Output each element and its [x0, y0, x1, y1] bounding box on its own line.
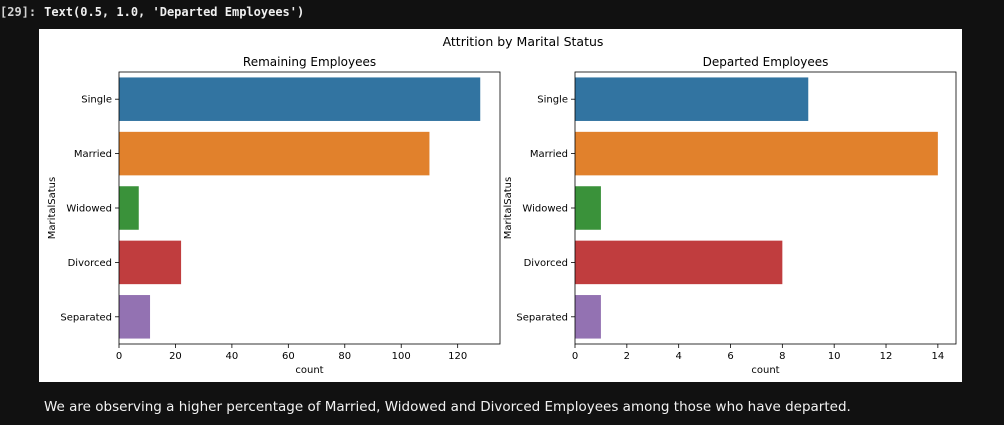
x-tick-label: 8 — [779, 351, 785, 362]
bar-widowed — [575, 186, 601, 230]
axes-title: Departed Employees — [703, 55, 829, 69]
bar-separated — [575, 295, 601, 339]
x-tick-label: 10 — [828, 351, 841, 362]
x-axis-label: count — [751, 365, 779, 376]
axes-frame — [574, 71, 957, 345]
y-tick-label: Widowed — [66, 204, 112, 215]
x-tick-label: 60 — [282, 351, 295, 362]
y-tick-label: Single — [537, 95, 568, 106]
bar-single — [575, 77, 809, 121]
bar-married — [119, 131, 430, 176]
cell-output-prompt: [29]: Text(0.5, 1.0, 'Departed Employees'… — [0, 5, 304, 23]
bar-divorced — [119, 240, 182, 285]
bar-single — [119, 77, 481, 121]
x-tick-label: 12 — [880, 351, 893, 362]
y-tick-label: Widowed — [522, 204, 568, 215]
axes-title: Remaining Employees — [243, 55, 376, 69]
chart-panel-departed: Single Married Widowed Divorced Separated 0 2 4… — [503, 55, 957, 376]
x-tick-label: 100 — [392, 351, 411, 362]
y-tick-label: Married — [74, 149, 112, 160]
y-tick-label: Divorced — [524, 258, 568, 269]
y-tick-label: Divorced — [68, 258, 112, 269]
x-tick-label: 2 — [624, 351, 630, 362]
x-tick-label: 80 — [338, 351, 351, 362]
figure-output: Attrition by Marital Status Single Marrie… — [39, 29, 962, 382]
markdown-cell-text: We are observing a higher percentage of … — [44, 399, 851, 415]
y-tick-label: Single — [81, 95, 112, 106]
output-text: Text(0.5, 1.0, 'Departed Employees') — [44, 5, 305, 19]
x-tick-label: 14 — [931, 351, 944, 362]
x-tick-label: 0 — [116, 351, 122, 362]
y-axis-label: MaritalSatus — [47, 177, 58, 239]
chart-figure: Attrition by Marital Status Single Marrie… — [47, 34, 957, 376]
figure-suptitle: Attrition by Marital Status — [443, 34, 604, 49]
y-tick-label: Separated — [60, 312, 112, 323]
bar-widowed — [119, 186, 139, 230]
y-tick-label: Separated — [516, 312, 568, 323]
x-tick-label: 20 — [169, 351, 182, 362]
bar-separated — [119, 295, 151, 339]
x-axis-label: count — [295, 365, 323, 376]
bar-divorced — [575, 240, 783, 285]
x-tick-label: 6 — [727, 351, 733, 362]
x-tick-label: 4 — [675, 351, 681, 362]
execution-count: [29]: — [0, 5, 37, 19]
y-tick-label: Married — [530, 149, 568, 160]
x-tick-label: 0 — [572, 351, 578, 362]
chart-panel-remaining: Single Married Widowed Divorced Separated 0 20… — [47, 55, 501, 376]
bar-married — [575, 131, 938, 176]
y-axis-label: MaritalSatus — [503, 177, 514, 239]
x-tick-label: 120 — [448, 351, 467, 362]
axes-frame — [118, 71, 501, 345]
x-tick-label: 40 — [226, 351, 239, 362]
